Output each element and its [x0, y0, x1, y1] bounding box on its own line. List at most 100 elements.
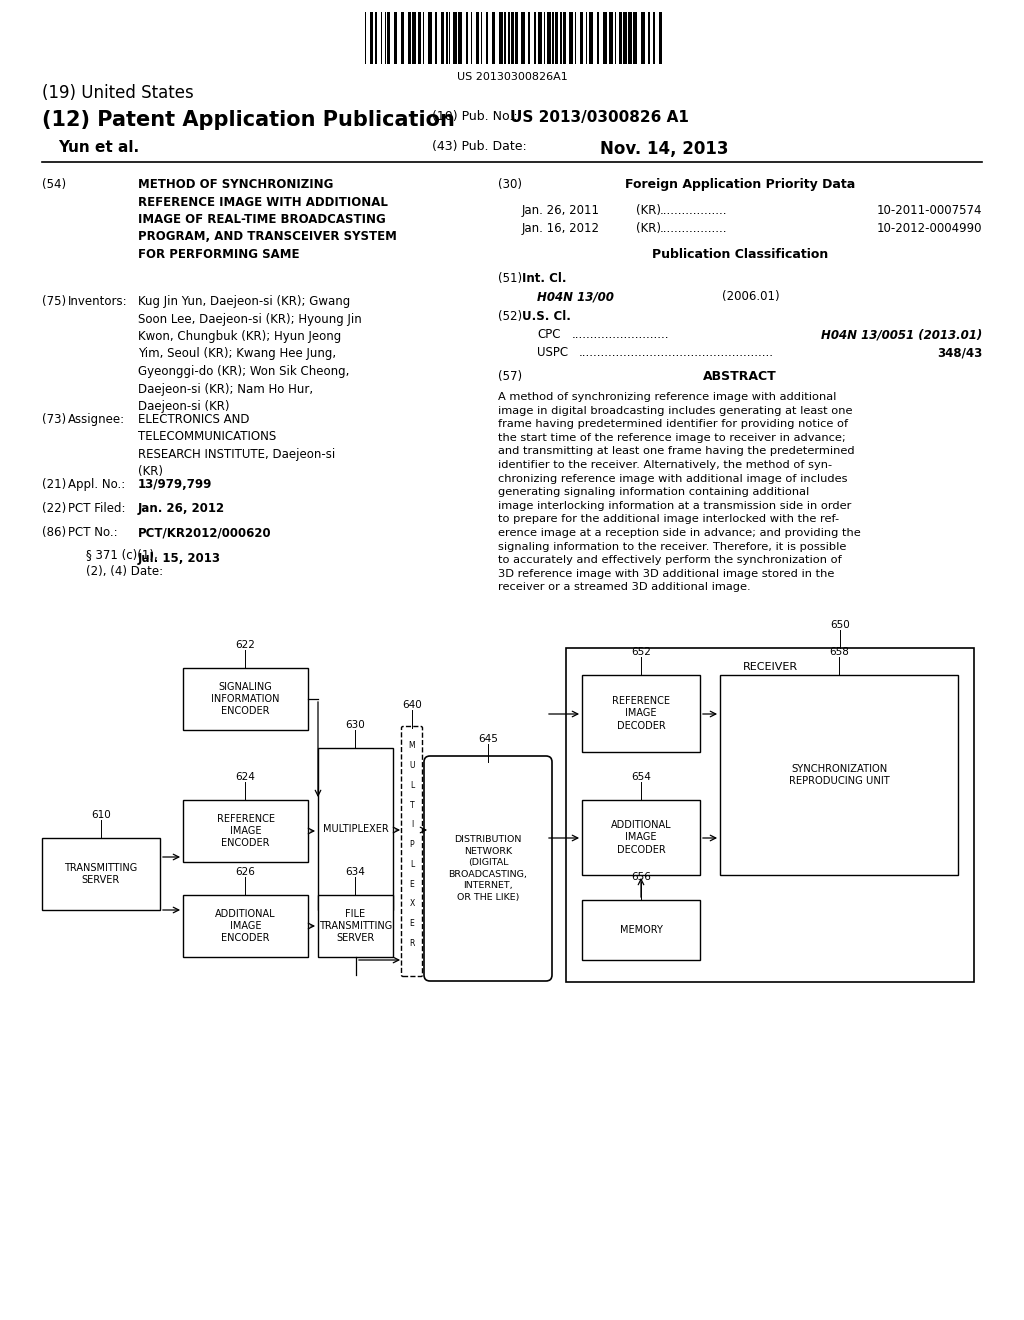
- Text: Yun et al.: Yun et al.: [58, 140, 139, 154]
- Text: (73): (73): [42, 413, 67, 426]
- Text: 348/43: 348/43: [937, 346, 982, 359]
- Bar: [597, 12, 599, 63]
- Text: MEMORY: MEMORY: [620, 925, 663, 935]
- Text: (2006.01): (2006.01): [722, 290, 779, 304]
- Bar: [476, 12, 479, 63]
- Text: T: T: [410, 801, 415, 809]
- Text: USPC: USPC: [537, 346, 568, 359]
- Text: Appl. No.:: Appl. No.:: [68, 478, 125, 491]
- Text: L: L: [410, 859, 414, 869]
- Bar: [183, 668, 308, 730]
- Text: MULTIPLEXER: MULTIPLEXER: [323, 824, 388, 834]
- Text: SIGNALING
INFORMATION
ENCODER: SIGNALING INFORMATION ENCODER: [211, 681, 280, 717]
- Bar: [401, 12, 404, 63]
- Text: REFERENCE
IMAGE
DECODER: REFERENCE IMAGE DECODER: [612, 696, 670, 731]
- Text: M: M: [409, 742, 416, 751]
- Text: Jan. 26, 2011: Jan. 26, 2011: [522, 205, 600, 216]
- Text: Publication Classification: Publication Classification: [652, 248, 828, 261]
- Text: TRANSMITTING
SERVER: TRANSMITTING SERVER: [65, 863, 137, 886]
- Text: E: E: [410, 879, 415, 888]
- Text: FILE
TRANSMITTING
SERVER: FILE TRANSMITTING SERVER: [318, 908, 392, 944]
- Text: Nov. 14, 2013: Nov. 14, 2013: [600, 140, 728, 158]
- Text: U.S. Cl.: U.S. Cl.: [522, 310, 570, 323]
- Text: Jan. 16, 2012: Jan. 16, 2012: [522, 222, 600, 235]
- Text: PCT Filed:: PCT Filed:: [68, 502, 126, 515]
- Text: REFERENCE
IMAGE
ENCODER: REFERENCE IMAGE ENCODER: [216, 813, 274, 849]
- Text: Int. Cl.: Int. Cl.: [522, 272, 566, 285]
- Bar: [42, 838, 160, 909]
- Bar: [394, 12, 397, 63]
- Text: US 20130300826A1: US 20130300826A1: [457, 73, 567, 82]
- Bar: [408, 12, 411, 63]
- Bar: [521, 12, 525, 63]
- Text: (21): (21): [42, 478, 67, 491]
- Text: 622: 622: [236, 640, 255, 649]
- Bar: [659, 12, 662, 63]
- Text: 13/979,799: 13/979,799: [138, 478, 212, 491]
- Text: Foreign Application Priority Data: Foreign Application Priority Data: [625, 178, 855, 191]
- Text: Kug Jin Yun, Daejeon-si (KR); Gwang
Soon Lee, Daejeon-si (KR); Hyoung Jin
Kwon, : Kug Jin Yun, Daejeon-si (KR); Gwang Soon…: [138, 294, 361, 413]
- Bar: [560, 12, 562, 63]
- Bar: [534, 12, 536, 63]
- Bar: [538, 12, 542, 63]
- Text: (10) Pub. No.:: (10) Pub. No.:: [432, 110, 517, 123]
- Text: METHOD OF SYNCHRONIZING
REFERENCE IMAGE WITH ADDITIONAL
IMAGE OF REAL-TIME BROAD: METHOD OF SYNCHRONIZING REFERENCE IMAGE …: [138, 178, 397, 261]
- Bar: [387, 12, 390, 63]
- Text: (19) United States: (19) United States: [42, 84, 194, 102]
- Bar: [569, 12, 573, 63]
- Text: (22): (22): [42, 502, 67, 515]
- Bar: [720, 675, 958, 875]
- Bar: [563, 12, 566, 63]
- Bar: [582, 800, 700, 875]
- Text: 640: 640: [402, 700, 422, 710]
- FancyBboxPatch shape: [401, 726, 423, 977]
- Bar: [511, 12, 514, 63]
- Text: 624: 624: [236, 772, 255, 781]
- Text: ADDITIONAL
IMAGE
ENCODER: ADDITIONAL IMAGE ENCODER: [215, 908, 275, 944]
- Text: ....................................................: ........................................…: [579, 346, 774, 359]
- Text: (12) Patent Application Publication: (12) Patent Application Publication: [42, 110, 455, 129]
- Text: CPC: CPC: [537, 327, 560, 341]
- Text: 626: 626: [236, 867, 255, 876]
- Bar: [441, 12, 444, 63]
- Bar: [458, 12, 462, 63]
- Bar: [499, 12, 503, 63]
- Text: Inventors:: Inventors:: [68, 294, 128, 308]
- Text: L: L: [410, 781, 414, 789]
- Bar: [318, 895, 393, 957]
- Text: (86): (86): [42, 525, 67, 539]
- Bar: [555, 12, 558, 63]
- Text: 10-2012-0004990: 10-2012-0004990: [877, 222, 982, 235]
- Text: ..........................: ..........................: [572, 327, 670, 341]
- Bar: [486, 12, 488, 63]
- Bar: [547, 12, 551, 63]
- Text: ELECTRONICS AND
TELECOMMUNICATIONS
RESEARCH INSTITUTE, Daejeon-si
(KR): ELECTRONICS AND TELECOMMUNICATIONS RESEA…: [138, 413, 335, 479]
- Bar: [653, 12, 655, 63]
- Bar: [370, 12, 373, 63]
- Bar: [589, 12, 593, 63]
- Bar: [609, 12, 613, 63]
- Bar: [552, 12, 554, 63]
- Text: Assignee:: Assignee:: [68, 413, 125, 426]
- Bar: [504, 12, 506, 63]
- Text: (57): (57): [498, 370, 522, 383]
- Bar: [318, 748, 393, 909]
- Bar: [603, 12, 607, 63]
- Bar: [528, 12, 530, 63]
- Text: ..................: ..................: [660, 205, 727, 216]
- Text: H04N 13/00: H04N 13/00: [537, 290, 613, 304]
- Bar: [582, 900, 700, 960]
- Text: 652: 652: [631, 647, 651, 657]
- Bar: [412, 12, 416, 63]
- Bar: [582, 675, 700, 752]
- Text: PCT No.:: PCT No.:: [68, 525, 118, 539]
- Bar: [453, 12, 457, 63]
- Text: 10-2011-0007574: 10-2011-0007574: [877, 205, 982, 216]
- Text: (54): (54): [42, 178, 67, 191]
- Text: H04N 13/0051 (2013.01): H04N 13/0051 (2013.01): [821, 327, 982, 341]
- Bar: [566, 648, 974, 982]
- Bar: [623, 12, 627, 63]
- Text: U: U: [410, 762, 415, 771]
- Text: E: E: [410, 919, 415, 928]
- Text: ..................: ..................: [660, 222, 727, 235]
